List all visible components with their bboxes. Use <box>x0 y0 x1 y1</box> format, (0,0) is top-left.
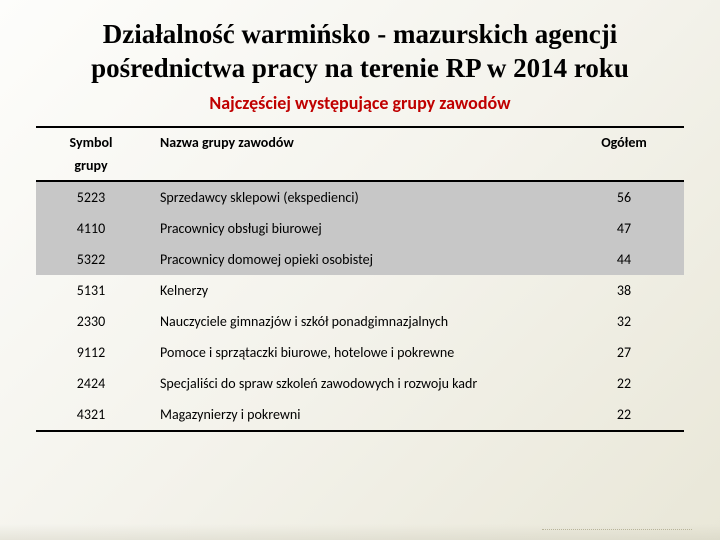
cell-name: Nauczyciele gimnazjów i szkół ponadgimna… <box>146 306 564 337</box>
subheader-empty-2 <box>564 155 684 181</box>
cell-total: 22 <box>564 399 684 431</box>
slide-subtitle: Najczęściej występujące grupy zawodów <box>36 92 684 114</box>
table-row: 5131Kelnerzy38 <box>36 275 684 306</box>
cell-total: 38 <box>564 275 684 306</box>
cell-name: Kelnerzy <box>146 275 564 306</box>
cell-name: Sprzedawcy sklepowi (ekspedienci) <box>146 181 564 213</box>
cell-total: 56 <box>564 181 684 213</box>
cell-symbol: 4321 <box>36 399 146 431</box>
cell-symbol: 2424 <box>36 368 146 399</box>
title-line-2: pośrednictwa pracy na terenie RP w 2014 … <box>91 53 629 83</box>
table-row: 4110Pracownicy obsługi biurowej47 <box>36 213 684 244</box>
table-row: 5223Sprzedawcy sklepowi (ekspedienci)56 <box>36 181 684 213</box>
cell-total: 27 <box>564 337 684 368</box>
cell-name: Magazynierzy i pokrewni <box>146 399 564 431</box>
table-row: 2424Specjaliści do spraw szkoleń zawodow… <box>36 368 684 399</box>
slide-container: Działalność warmińsko - mazurskich agenc… <box>0 0 720 452</box>
subheader-symbol: grupy <box>36 155 146 181</box>
table-row: 9112Pomoce i sprzątaczki biurowe, hotelo… <box>36 337 684 368</box>
cell-name: Specjaliści do spraw szkoleń zawodowych … <box>146 368 564 399</box>
cell-total: 32 <box>564 306 684 337</box>
cell-symbol: 4110 <box>36 213 146 244</box>
header-total: Ogółem <box>564 127 684 155</box>
cell-total: 44 <box>564 244 684 275</box>
cell-name: Pracownicy domowej opieki osobistej <box>146 244 564 275</box>
slide-title: Działalność warmińsko - mazurskich agenc… <box>36 18 684 86</box>
cell-symbol: 9112 <box>36 337 146 368</box>
cell-symbol: 5131 <box>36 275 146 306</box>
cell-symbol: 2330 <box>36 306 146 337</box>
footer-decoration <box>0 524 720 540</box>
cell-total: 22 <box>564 368 684 399</box>
cell-name: Pracownicy obsługi biurowej <box>146 213 564 244</box>
line-decoration <box>542 528 692 530</box>
subheader-empty-1 <box>146 155 564 181</box>
table-row: 2330Nauczyciele gimnazjów i szkół ponadg… <box>36 306 684 337</box>
title-line-1: Działalność warmińsko - mazurskich agenc… <box>103 19 617 49</box>
occupations-table: Symbol Nazwa grupy zawodów Ogółem grupy … <box>36 126 684 432</box>
cell-total: 47 <box>564 213 684 244</box>
table-header-row: Symbol Nazwa grupy zawodów Ogółem <box>36 127 684 155</box>
table-subheader-row: grupy <box>36 155 684 181</box>
cell-symbol: 5223 <box>36 181 146 213</box>
header-name: Nazwa grupy zawodów <box>146 127 564 155</box>
table-row: 5322Pracownicy domowej opieki osobistej4… <box>36 244 684 275</box>
table-body: 5223Sprzedawcy sklepowi (ekspedienci)564… <box>36 181 684 431</box>
cell-symbol: 5322 <box>36 244 146 275</box>
table-row: 4321Magazynierzy i pokrewni22 <box>36 399 684 431</box>
cell-name: Pomoce i sprzątaczki biurowe, hotelowe i… <box>146 337 564 368</box>
header-symbol: Symbol <box>36 127 146 155</box>
